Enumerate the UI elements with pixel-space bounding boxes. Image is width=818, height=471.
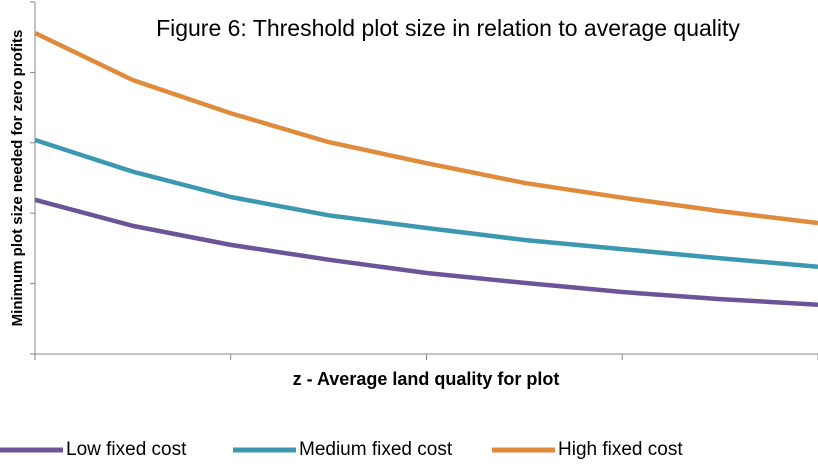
x-axis-label: z - Average land quality for plot [293,369,560,389]
series-line [34,30,818,226]
series-line [34,197,818,307]
chart-title: Figure 6: Threshold plot size in relatio… [156,15,740,41]
legend-label: Medium fixed cost [299,439,453,460]
legend-label: Low fixed cost [66,439,187,460]
legend-label: High fixed cost [558,439,683,460]
y-axis-label: Minimum plot size needed for zero profit… [9,30,26,327]
series-line [34,137,818,269]
